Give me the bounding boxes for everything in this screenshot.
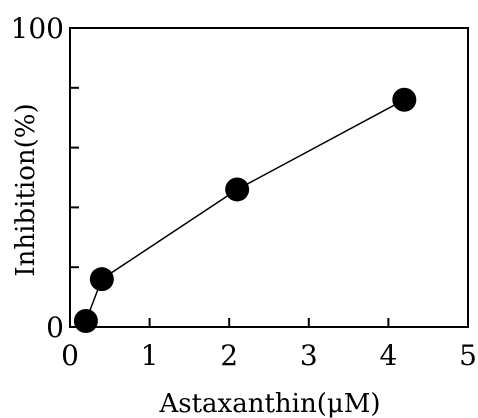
plot-frame: [69, 27, 469, 328]
x-tick-label: 0: [61, 339, 79, 372]
y-tick-label: 100: [11, 12, 64, 45]
y-axis-label: Inhibition(%): [11, 103, 41, 276]
x-tick-label: 1: [141, 339, 159, 372]
axes: 0 1 2 3 4 5 0 100: [11, 12, 477, 372]
x-tick-label: 2: [220, 339, 238, 372]
x-tick-label: 4: [379, 339, 397, 372]
plot-area: [69, 27, 469, 328]
data-point: [225, 177, 250, 202]
data-point: [89, 267, 114, 292]
x-tick-label: 3: [300, 339, 318, 372]
x-tick-label: 5: [459, 339, 477, 372]
data-point: [392, 87, 417, 112]
y-tick-label: 0: [46, 311, 64, 344]
x-axis-label: Astaxanthin(μM): [158, 389, 380, 418]
data-point: [73, 309, 98, 334]
series: [73, 87, 417, 334]
series-line: [85, 99, 405, 322]
